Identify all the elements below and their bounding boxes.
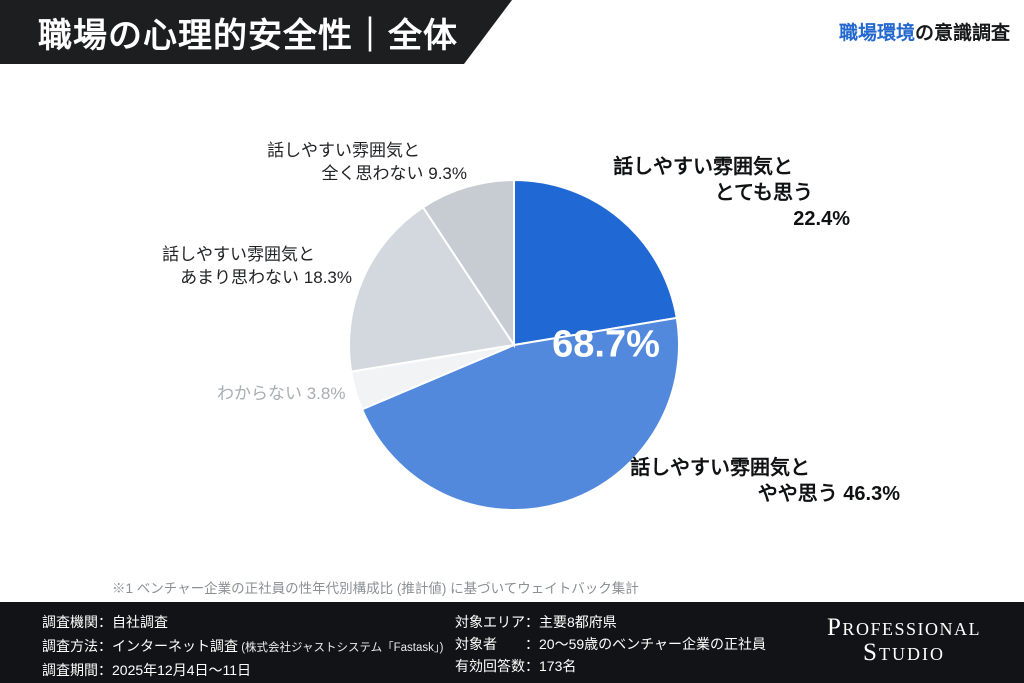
title-banner: 職場の心理的安全性｜全体: [0, 0, 512, 64]
footer-text: 調査機関：自社調査: [42, 614, 168, 630]
pie-slice: [513, 178, 678, 347]
pie-label-somewhat-disagree: 話しやすい雰囲気と あまり思わない 18.3%: [162, 243, 352, 289]
footer-line-survey-org: 調査機関：自社調査: [42, 611, 443, 635]
pie-chart: 68.7%: [347, 178, 681, 512]
pie-label-dont-know: わからない 3.8%: [217, 382, 345, 405]
logo-line-1: Professional: [827, 614, 981, 641]
pie-label-line: 全く思わない 9.3%: [321, 164, 467, 183]
company-logo: Professional Studio: [802, 614, 1006, 666]
footer-text: 調査期間：2025年12月4日〜11日: [42, 662, 252, 678]
pie-label-strongly-disagree: 話しやすい雰囲気と 全く思わない 9.3%: [267, 139, 467, 185]
pie-label-line: 話しやすい雰囲気と: [162, 245, 315, 264]
pie-label-line: 話しやすい雰囲気と: [267, 141, 420, 160]
survey-tag: 職場環境の意識調査: [839, 18, 1010, 45]
pie-chart-svg: [348, 178, 680, 511]
footer-line-target-person: 対象者 ：20〜59歳のベンチャー企業の正社員: [455, 636, 767, 652]
footer-line-target-area: 対象エリア：主要8都府県: [455, 614, 617, 630]
footer-target-info: 対象エリア：主要8都府県 対象者 ：20〜59歳のベンチャー企業の正社員 有効回…: [455, 611, 766, 677]
pie-slice: [421, 178, 515, 349]
footnote: ※1 ベンチャー企業の正社員の性年代別構成比 (推計値) に基づいてウェイトバッ…: [112, 581, 639, 596]
footer-bar: 調査機関：自社調査 調査方法：インターネット調査 (株式会社ジャストシステム「F…: [0, 602, 1024, 683]
pie-label-value: 22.4%: [793, 208, 850, 230]
pie-label-line: あまり思わない 18.3%: [180, 268, 352, 287]
pie-slice: [360, 316, 680, 511]
logo-line-2: Studio: [863, 639, 945, 666]
pie-label-line: とても思う: [714, 182, 813, 204]
footer-line-valid-responses: 有効回答数：173名: [455, 658, 577, 674]
pie-label-line: やや思う 46.3%: [757, 483, 900, 505]
pie-label-somewhat-agree: 話しやすい雰囲気と やや思う 46.3%: [630, 455, 900, 507]
pie-center-label: 68.7%: [552, 323, 660, 366]
pie-label-line: 話しやすい雰囲気と: [630, 457, 810, 479]
footer-line-survey-period: 調査期間：2025年12月4日〜11日: [42, 659, 443, 683]
footer-line-survey-method: 調査方法：インターネット調査 (株式会社ジャストシステム「Fastask」): [42, 635, 443, 659]
pie-label-strongly-agree: 話しやすい雰囲気と とても思う 22.4%: [613, 154, 850, 232]
footer-text: 調査方法：インターネット調査: [42, 638, 238, 654]
footer-survey-info: 調査機関：自社調査 調査方法：インターネット調査 (株式会社ジャストシステム「F…: [42, 611, 443, 683]
survey-tag-highlight: 職場環境: [838, 23, 915, 44]
pie-label-line: わからない 3.8%: [217, 384, 346, 403]
survey-tag-rest: の意識調査: [914, 23, 1010, 44]
footer-note: (株式会社ジャストシステム「Fastask」): [238, 642, 444, 654]
pie-slice: [348, 205, 516, 373]
pie-label-line: 話しやすい雰囲気と: [613, 156, 793, 178]
page-title: 職場の心理的安全性｜全体: [38, 16, 458, 55]
